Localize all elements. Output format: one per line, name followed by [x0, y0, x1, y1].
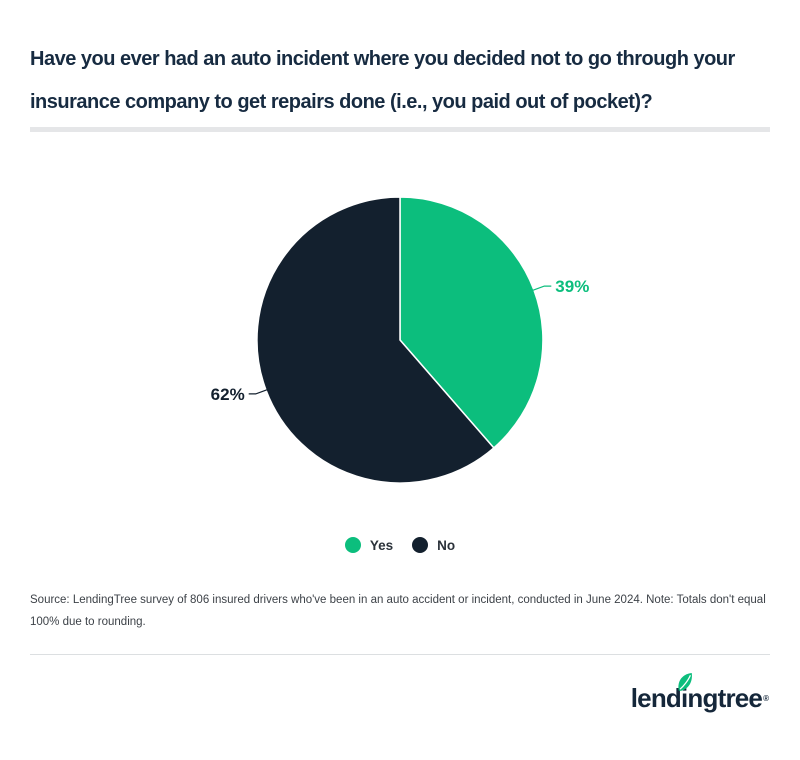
title-divider	[30, 127, 770, 132]
footer: lendingtree®	[0, 672, 800, 713]
chart-legend: Yes No	[0, 537, 800, 553]
footer-divider	[30, 654, 770, 655]
legend-item-no[interactable]: No	[412, 537, 455, 553]
pie-percent-label-yes: 39%	[555, 277, 589, 296]
legend-label-yes: Yes	[369, 537, 394, 553]
legend-label-no: No	[437, 537, 456, 553]
legend-swatch-no-icon	[412, 537, 429, 553]
legend-swatch-yes-icon	[344, 537, 361, 553]
pie-label-leader-no	[248, 388, 269, 395]
leaf-icon	[678, 673, 692, 691]
pie-percent-label-no: 62%	[211, 385, 245, 404]
legend-item-yes[interactable]: Yes	[344, 537, 394, 553]
pie-label-leader-yes	[531, 285, 552, 292]
lendingtree-logo: lendingtree®	[630, 672, 769, 713]
chart-question-title: Have you ever had an auto incident where…	[30, 38, 770, 124]
infographic-page: Have you ever had an auto incident where…	[0, 38, 800, 760]
logo-wordmark: lendingtree	[630, 683, 763, 713]
pie-chart: 39% 62%	[211, 196, 589, 484]
chart-area: 39% 62%	[0, 175, 800, 505]
registered-mark: ®	[763, 694, 769, 703]
title-line-2: insurance company to get repairs done (i…	[30, 91, 653, 113]
title-line-1: Have you ever had an auto incident where…	[30, 48, 735, 70]
source-note: Source: LendingTree survey of 806 insure…	[30, 594, 766, 628]
